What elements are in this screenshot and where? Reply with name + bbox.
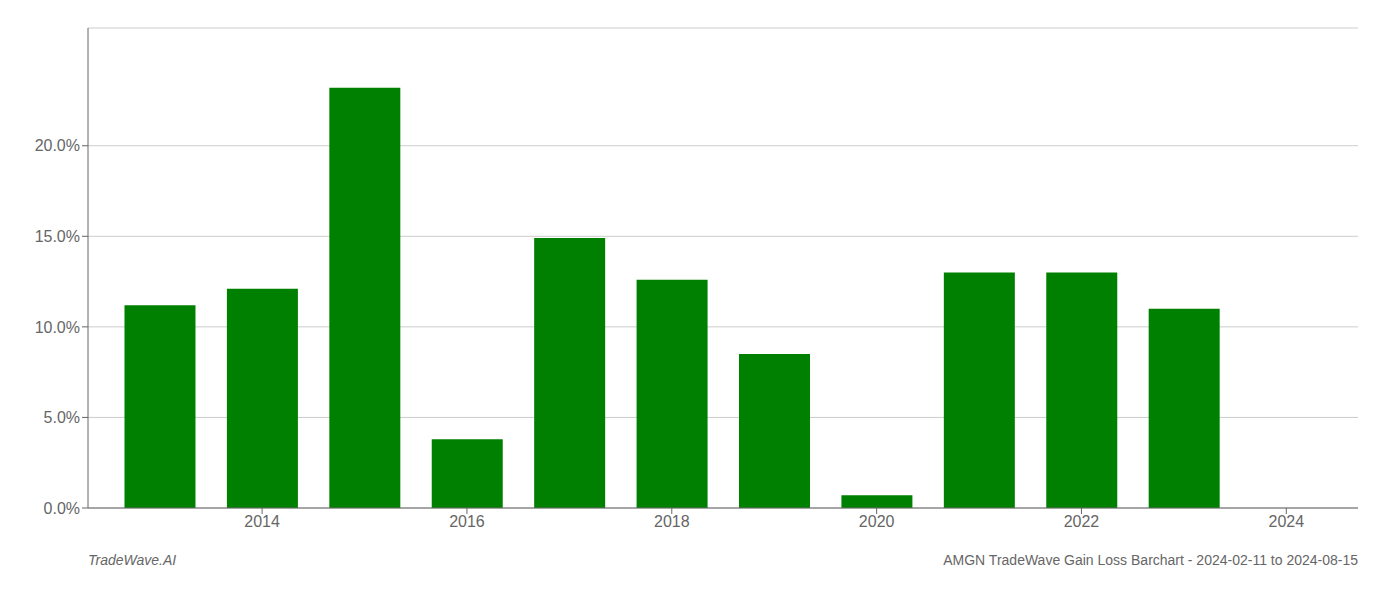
svg-text:20.0%: 20.0% xyxy=(35,137,80,154)
svg-text:2022: 2022 xyxy=(1064,513,1100,530)
html-text:TradeWave.AI: TradeWave.AI xyxy=(88,552,177,568)
svg-text:5.0%: 5.0% xyxy=(44,409,80,426)
svg-text:0.0%: 0.0% xyxy=(44,500,80,517)
svg-text:2014: 2014 xyxy=(244,513,280,530)
svg-text:15.0%: 15.0% xyxy=(35,228,80,245)
svg-text:10.0%: 10.0% xyxy=(35,319,80,336)
svg-text:2018: 2018 xyxy=(654,513,690,530)
html-text:AMGN TradeWave Gain Loss Barch: AMGN TradeWave Gain Loss Barchart - 2024… xyxy=(943,552,1358,568)
svg-text:2016: 2016 xyxy=(449,513,485,530)
svg-text:2020: 2020 xyxy=(859,513,895,530)
svg-text:2024: 2024 xyxy=(1269,513,1305,530)
